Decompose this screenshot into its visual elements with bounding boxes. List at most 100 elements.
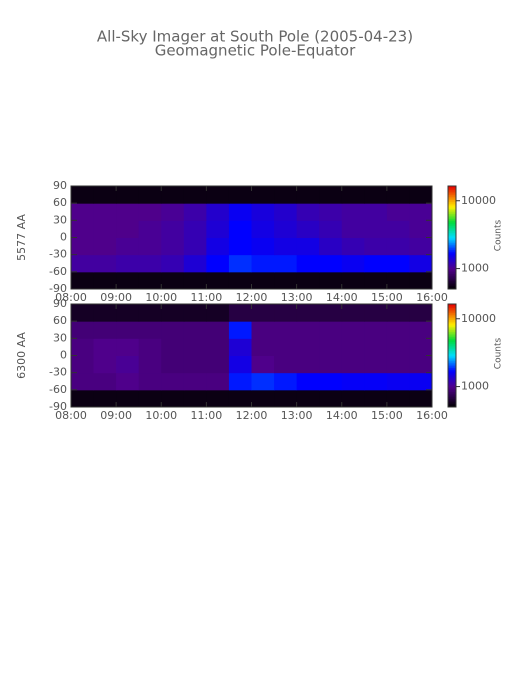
heat-cell xyxy=(183,254,207,273)
heat-cell xyxy=(138,254,162,273)
heat-cell xyxy=(386,237,410,256)
colorbar-frame xyxy=(447,303,457,408)
colorbar-step xyxy=(448,237,456,240)
heat-cell xyxy=(138,186,162,204)
heat-cell xyxy=(386,254,410,273)
colorbar-step xyxy=(448,401,456,405)
heat-cell xyxy=(138,271,162,290)
colorbar-step xyxy=(448,389,456,393)
heat-cell xyxy=(251,271,275,290)
colorbar-frame xyxy=(447,185,457,290)
heat-cell xyxy=(274,254,298,273)
heat-cell xyxy=(319,254,343,273)
x-tick-label: 15:00 xyxy=(371,291,403,304)
colorbar-step xyxy=(448,304,456,307)
heat-cell xyxy=(319,355,343,374)
colorbar-step xyxy=(448,324,456,327)
x-tick-label: 12:00 xyxy=(236,291,268,304)
heat-cell xyxy=(228,338,252,356)
colorbar-step xyxy=(448,266,456,269)
heat-cell xyxy=(364,338,388,356)
colorbar-step xyxy=(448,216,456,220)
heat-cell xyxy=(206,237,230,256)
heat-cell xyxy=(296,186,320,204)
colorbar-step xyxy=(448,218,456,221)
heat-cell xyxy=(206,304,230,322)
heat-cell xyxy=(364,389,388,408)
colorbar-step xyxy=(448,244,456,247)
heat-cell xyxy=(71,254,95,273)
colorbar-step xyxy=(448,256,456,259)
colorbar-step xyxy=(448,341,456,344)
heat-cell xyxy=(274,220,298,238)
colorbar-step xyxy=(448,191,456,194)
heat-cell xyxy=(161,271,185,290)
x-tick-label: 14:00 xyxy=(326,409,358,422)
heat-cell xyxy=(296,254,320,273)
heat-cell xyxy=(319,220,343,238)
heat-cell xyxy=(228,321,252,339)
heat-cell xyxy=(296,220,320,238)
colorbar-step xyxy=(448,252,456,256)
heat-cell xyxy=(251,304,275,322)
heat-cell xyxy=(319,338,343,356)
heat-cell xyxy=(341,389,365,408)
heat-cell xyxy=(296,237,320,256)
colorbar-step xyxy=(448,384,456,387)
colorbar-tick-label: 10000 xyxy=(461,312,496,325)
heat-cell xyxy=(228,186,252,204)
colorbar-step xyxy=(448,386,456,389)
heat-cell xyxy=(183,237,207,256)
heat-cell xyxy=(183,271,207,290)
x-tick-label: 14:00 xyxy=(326,291,358,304)
colorbar-step xyxy=(448,305,456,308)
x-tick-label: 09:00 xyxy=(100,409,132,422)
colorbar-step xyxy=(448,247,456,251)
heat-cell xyxy=(93,237,117,256)
heat-cell xyxy=(116,237,140,256)
heat-cell xyxy=(274,355,298,374)
heat-cell xyxy=(364,237,388,256)
colorbar-step xyxy=(448,405,456,408)
heat-cell xyxy=(386,389,410,408)
heat-cell xyxy=(71,321,95,339)
colorbar-step xyxy=(448,365,456,369)
heat-cell xyxy=(296,338,320,356)
colorbar-tick-label: 1000 xyxy=(461,262,489,275)
heat-cell xyxy=(386,220,410,238)
heat-cell xyxy=(274,389,298,408)
heat-cell xyxy=(116,271,140,290)
y-tick-label: -90 xyxy=(49,400,67,413)
colorbar-step xyxy=(448,388,456,391)
colorbar-step xyxy=(448,374,456,377)
heat-cell xyxy=(93,355,117,374)
heat-cell xyxy=(386,338,410,356)
colorbar-step xyxy=(448,285,456,288)
colorbar-step xyxy=(448,331,456,334)
colorbar-step xyxy=(448,215,456,218)
heat-cell xyxy=(251,254,275,273)
colorbar-step xyxy=(448,393,456,396)
colorbar-label: Counts xyxy=(494,337,504,369)
heat-cell xyxy=(386,372,410,391)
colorbar-step xyxy=(448,263,456,266)
heat-cell xyxy=(386,321,410,339)
colorbar-step xyxy=(448,338,456,341)
colorbar-step xyxy=(448,369,456,372)
colorbar-step xyxy=(448,328,456,331)
colorbar-step xyxy=(448,261,456,264)
heat-cell xyxy=(364,372,388,391)
x-tick-label: 13:00 xyxy=(281,409,313,422)
colorbar-step xyxy=(448,310,456,314)
colorbar-step xyxy=(448,353,456,356)
colorbar-step xyxy=(448,283,456,287)
heat-cell xyxy=(183,203,207,221)
heat-cell xyxy=(206,372,230,391)
x-tick-label: 12:00 xyxy=(236,409,268,422)
colorbar-step xyxy=(448,186,456,189)
heat-cell xyxy=(116,304,140,322)
colorbar-step xyxy=(448,210,456,213)
heat-cell xyxy=(319,271,343,290)
colorbar-step xyxy=(448,317,456,320)
heat-cell xyxy=(71,304,95,322)
